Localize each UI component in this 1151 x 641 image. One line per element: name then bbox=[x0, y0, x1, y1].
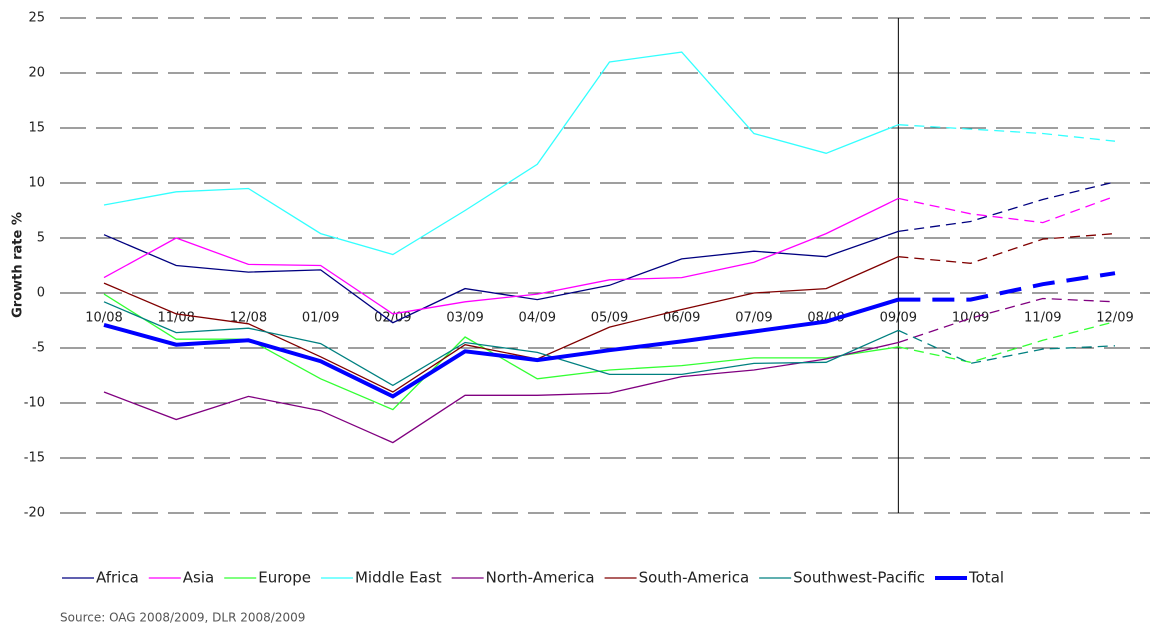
y-tick-label: -5 bbox=[32, 341, 45, 356]
y-tick-label: 15 bbox=[28, 121, 45, 136]
x-tick-label: 11/09 bbox=[1024, 311, 1061, 326]
x-tick-label: 02/09 bbox=[374, 311, 411, 326]
series-line-forecast bbox=[898, 329, 1116, 365]
series-line bbox=[103, 197, 899, 315]
x-tick-label: 04/09 bbox=[519, 311, 556, 326]
y-tick-label: 25 bbox=[28, 11, 45, 26]
legend-label: North-America bbox=[486, 569, 595, 587]
legend-label: Total bbox=[968, 569, 1004, 587]
series-line-forecast bbox=[898, 124, 1116, 142]
legend-label: South-America bbox=[639, 569, 750, 587]
series-line-forecast bbox=[898, 181, 1116, 233]
y-tick-label: 10 bbox=[28, 176, 45, 191]
y-tick-label: 0 bbox=[37, 286, 45, 301]
y-tick-label: 5 bbox=[37, 231, 45, 246]
series-line-forecast bbox=[898, 271, 1116, 302]
x-tick-label: 12/09 bbox=[1096, 311, 1133, 326]
legend-label: Europe bbox=[258, 569, 311, 587]
legend-label: Southwest-Pacific bbox=[793, 569, 925, 587]
x-tick-label: 11/08 bbox=[157, 311, 194, 326]
series-line bbox=[103, 230, 899, 324]
legend-label: Africa bbox=[96, 569, 139, 587]
series-line bbox=[103, 301, 899, 387]
legend-label: Middle East bbox=[355, 569, 442, 587]
y-tick-label: -15 bbox=[24, 451, 45, 466]
x-tick-label: 10/08 bbox=[85, 311, 122, 326]
series-line-forecast bbox=[898, 297, 1116, 344]
series-line bbox=[103, 341, 899, 444]
y-axis-label: Growth rate % bbox=[11, 212, 26, 318]
series-line-forecast bbox=[898, 320, 1116, 363]
x-tick-label: 12/08 bbox=[230, 311, 267, 326]
series-line bbox=[103, 256, 899, 393]
legend-label: Asia bbox=[183, 569, 214, 587]
x-tick-label: 03/09 bbox=[446, 311, 483, 326]
series-line-forecast bbox=[898, 232, 1116, 264]
y-tick-label: -20 bbox=[24, 506, 45, 521]
y-tick-label: -10 bbox=[24, 396, 45, 411]
source-note: Source: OAG 2008/2009, DLR 2008/2009 bbox=[60, 611, 305, 625]
x-tick-label: 06/09 bbox=[663, 311, 700, 326]
x-tick-label: 05/09 bbox=[591, 311, 628, 326]
x-tick-label: 01/09 bbox=[302, 311, 339, 326]
x-tick-label: 07/09 bbox=[735, 311, 772, 326]
y-tick-label: 20 bbox=[28, 66, 45, 81]
series-line bbox=[103, 297, 899, 399]
x-tick-label: 10/09 bbox=[952, 311, 989, 326]
series-line bbox=[103, 51, 899, 256]
series-line-forecast bbox=[898, 195, 1116, 224]
